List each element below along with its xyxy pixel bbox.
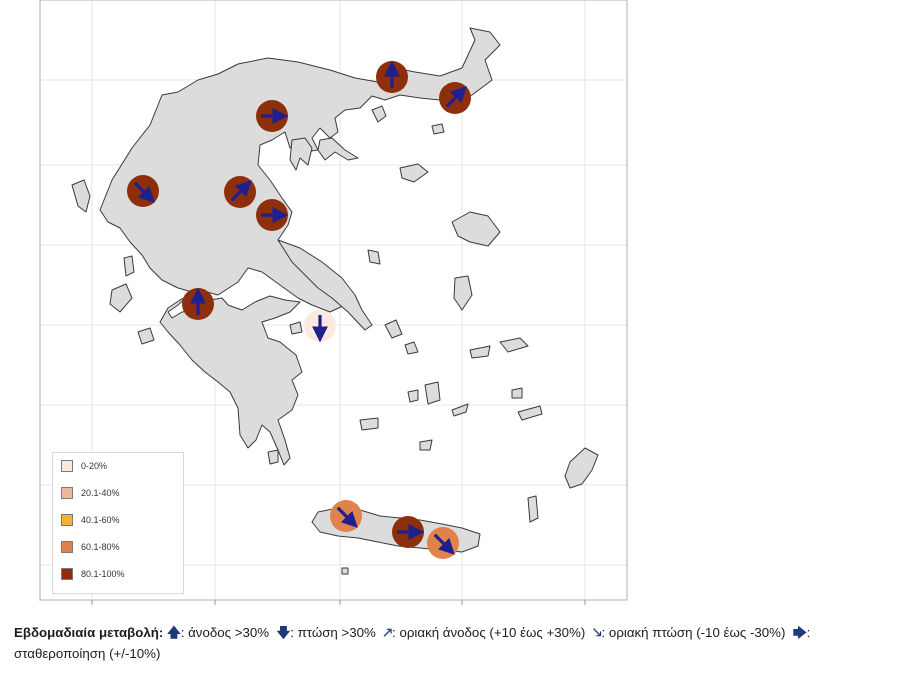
lemnos: [399, 163, 429, 183]
caption-marginal-down-label: : οριακή πτώση (-10 έως -30%): [601, 625, 786, 640]
legend-swatch: [61, 514, 73, 526]
thasos: [371, 105, 387, 123]
legend-item: 40.1-60%: [61, 513, 120, 527]
naxos: [424, 381, 441, 405]
trend-marker: [376, 60, 408, 93]
legend-item: 60.1-80%: [61, 540, 120, 554]
salamina-aegina: [289, 321, 303, 335]
arrow-down-icon: 🡇: [276, 625, 291, 640]
legend-item: 20.1-40%: [61, 486, 120, 500]
caption-marginal-up-label: : οριακή άνοδος (+10 έως +30%): [392, 625, 586, 640]
map-panel-border: [39, 0, 628, 601]
kefalonia: [109, 283, 133, 313]
legend-swatch: [61, 541, 73, 553]
karpathos: [527, 495, 539, 523]
legend-swatch: [61, 460, 73, 472]
caption-title: Εβδομαδιαία μεταβολή:: [14, 625, 164, 640]
corfu: [71, 179, 91, 213]
arrow-up-icon: 🡅: [167, 625, 181, 640]
map-legend: 0-20% 20.1-40% 40.1-60% 60.1-80% 80.1-100%: [52, 452, 184, 594]
trend-marker: [304, 310, 336, 343]
kos: [517, 405, 543, 421]
trend-marker: [182, 287, 214, 320]
mainland-greece: [99, 27, 501, 466]
legend-swatch: [61, 568, 73, 580]
legend-label: 60.1-80%: [81, 542, 120, 552]
trend-marker: [256, 199, 289, 231]
caption-up-label: : άνοδος >30%: [180, 625, 270, 640]
trend-marker: [439, 82, 471, 114]
caption-stable-label: : σταθεροποίηση (+/-10%): [14, 625, 811, 661]
andros: [384, 319, 403, 339]
trend-marker: [392, 516, 425, 548]
arrow-up-right-icon: 🡕: [383, 625, 393, 640]
caption-down-label: : πτώση >30%: [290, 625, 376, 640]
lesvos: [451, 211, 501, 247]
amorgos: [451, 403, 469, 417]
evia: [277, 239, 373, 331]
trend-arrow-icon: [336, 506, 358, 528]
chalkidiki-east: [317, 137, 359, 161]
kythira: [267, 449, 279, 465]
trend-arrow-icon: [433, 533, 455, 555]
chalkidiki: [289, 137, 313, 171]
skyros: [367, 249, 381, 265]
zakynthos: [137, 327, 155, 345]
kalymnos: [511, 387, 523, 399]
samos: [499, 337, 529, 353]
trend-arrow-icon: [445, 86, 467, 108]
trend-marker: [127, 175, 159, 207]
trend-arrow-icon: [133, 181, 155, 203]
weekly-change-caption: Εβδομαδιαία μεταβολή: 🡅: άνοδος >30% 🡇: …: [14, 622, 890, 664]
milos: [359, 417, 379, 431]
lefkada: [123, 255, 135, 277]
legend-swatch: [61, 487, 73, 499]
trend-marker: [256, 100, 289, 132]
trend-marker: [330, 500, 362, 532]
trend-marker: [224, 176, 256, 208]
legend-label: 80.1-100%: [81, 569, 125, 579]
axis-ticks: [91, 600, 586, 605]
legend-item: 0-20%: [61, 459, 107, 473]
santorini: [419, 439, 433, 451]
chios: [453, 275, 473, 311]
samothraki: [431, 123, 445, 135]
arrow-right-icon: 🡆: [792, 625, 807, 640]
rhodes: [564, 447, 599, 489]
tinos: [404, 341, 419, 355]
trend-markers: [127, 60, 471, 559]
paros: [407, 389, 419, 403]
legend-label: 40.1-60%: [81, 515, 120, 525]
legend-label: 0-20%: [81, 461, 108, 471]
legend-label: 20.1-40%: [81, 488, 120, 498]
ikaria: [469, 345, 491, 359]
legend-item: 80.1-100%: [61, 567, 125, 581]
trend-arrow-icon: [230, 180, 252, 202]
arrow-down-right-icon: 🡖: [592, 625, 602, 640]
trend-marker: [427, 527, 459, 559]
gavdos: [341, 567, 349, 575]
